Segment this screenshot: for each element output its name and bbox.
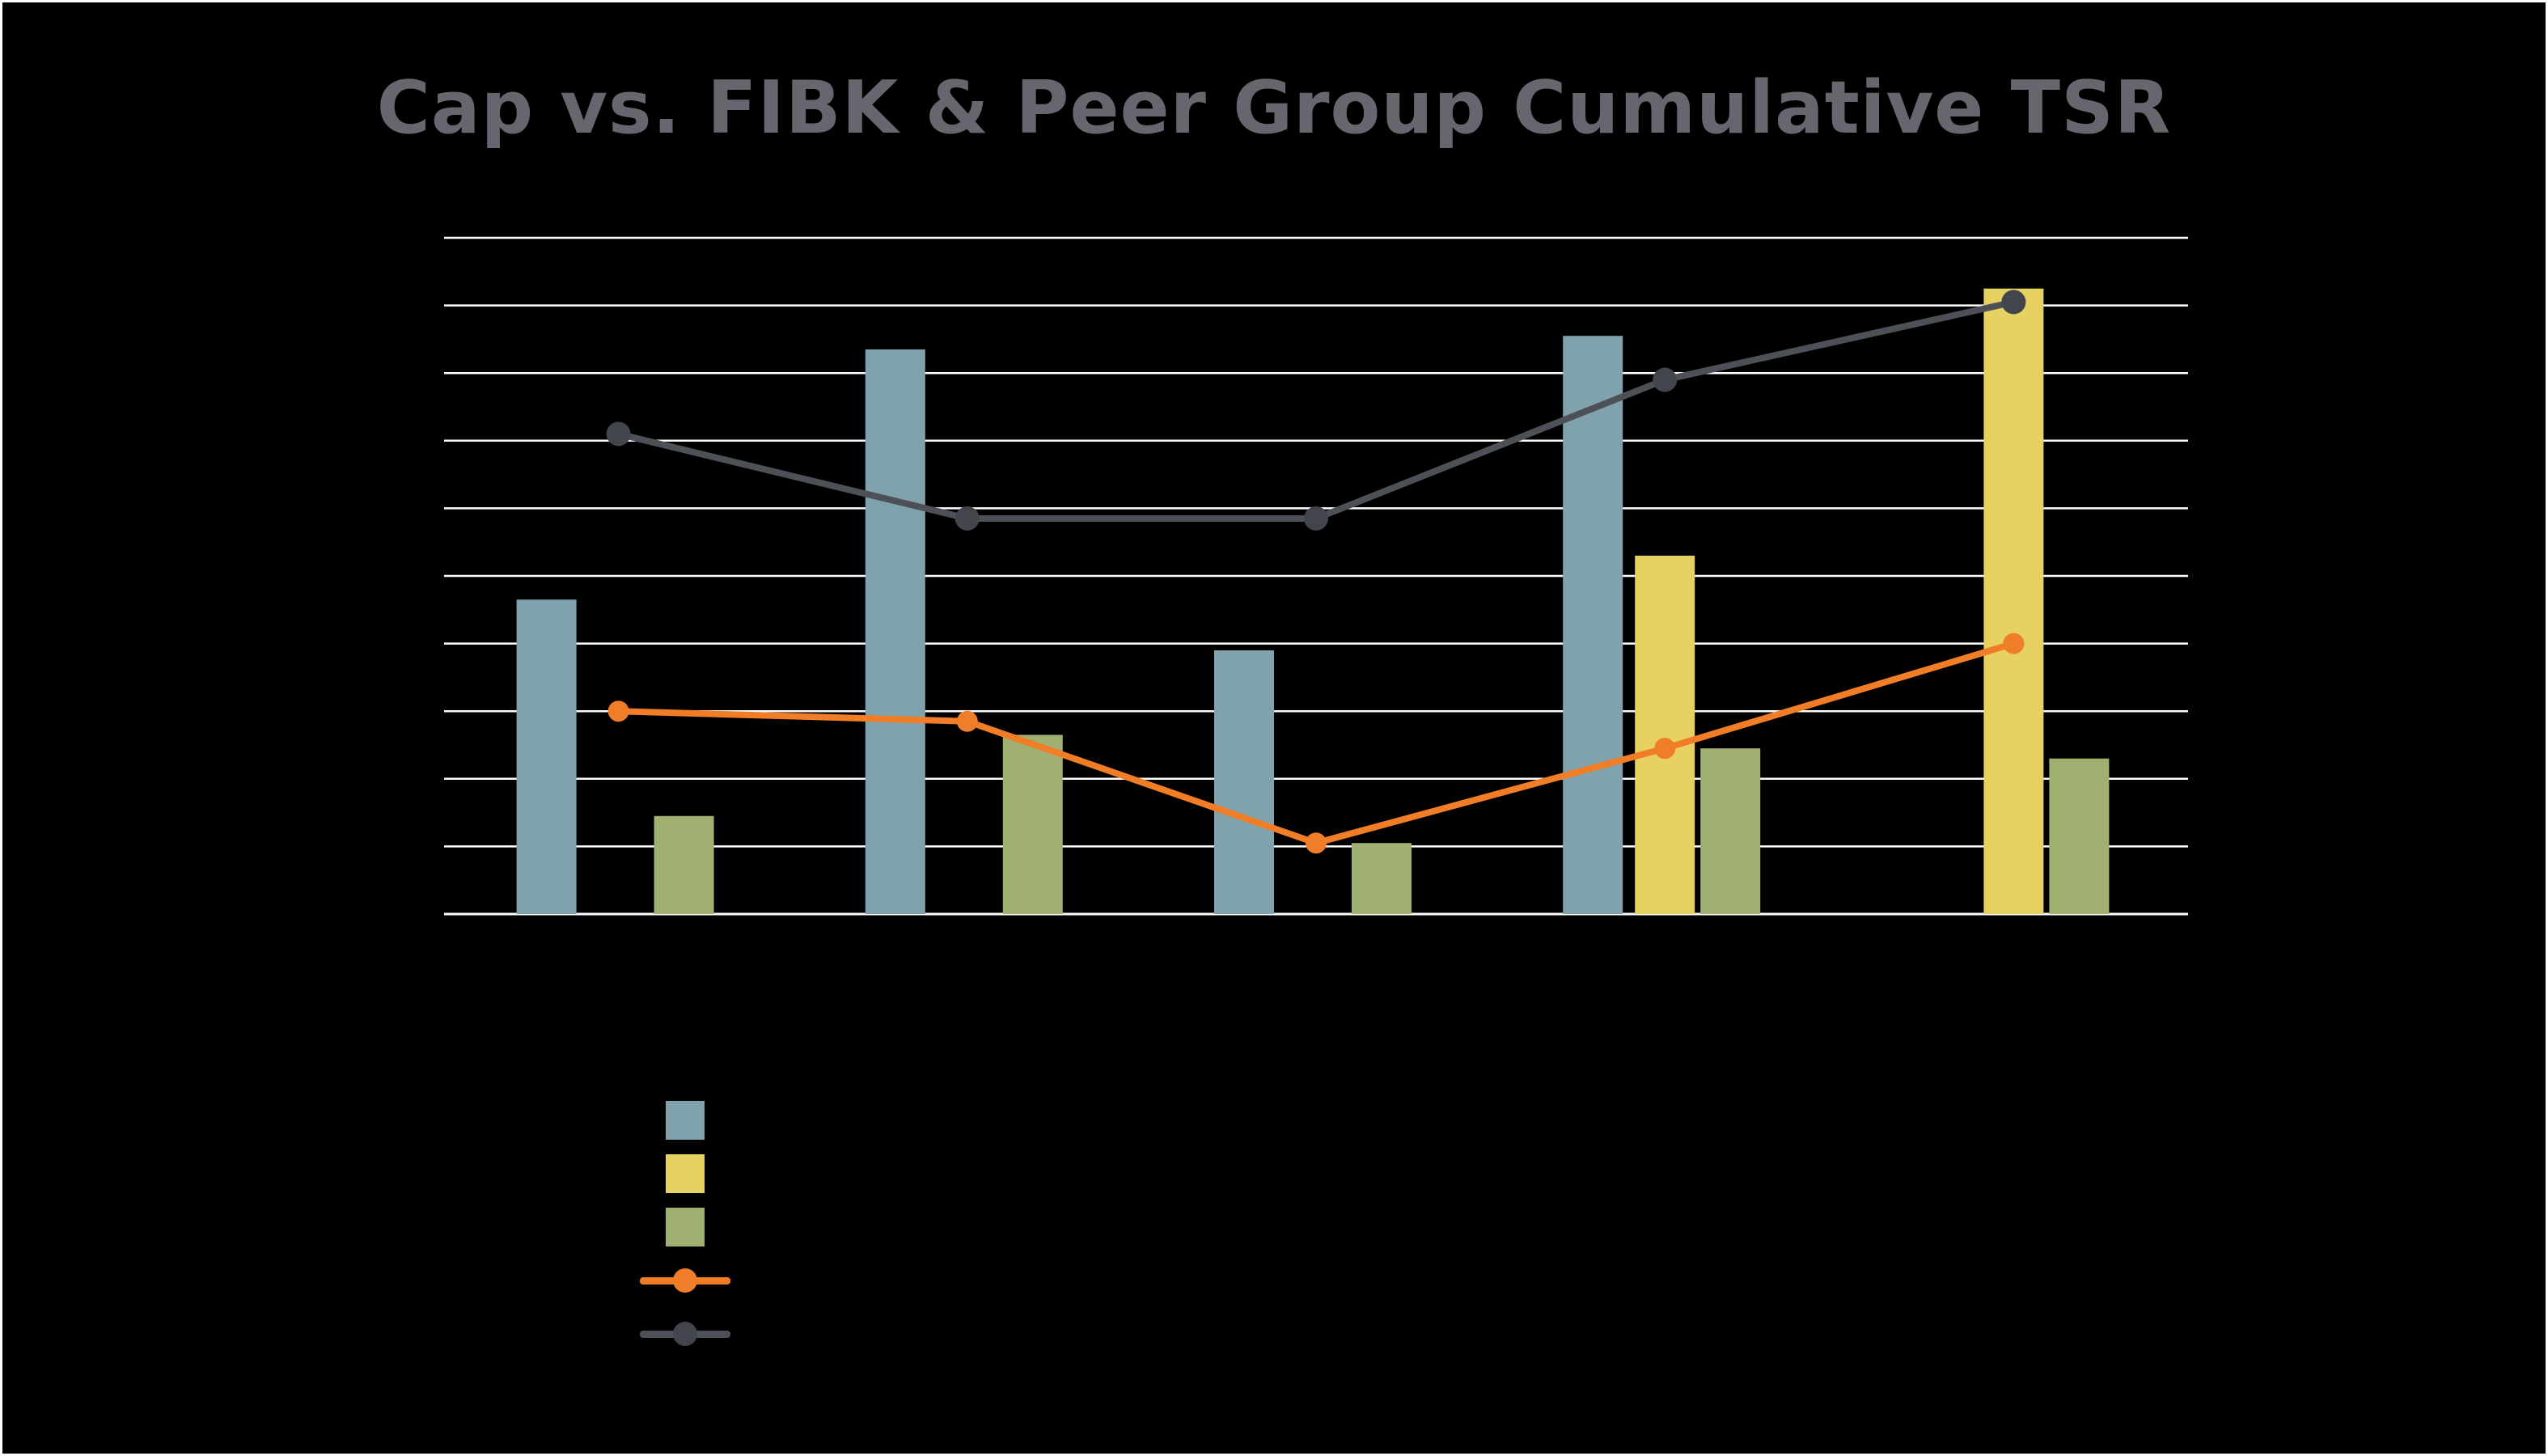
orange-line-series-marker	[1306, 832, 1327, 854]
legend-item	[640, 1094, 747, 1147]
green-bar-series-bar	[1002, 734, 1063, 914]
green-bar-series-bar	[1700, 748, 1761, 914]
legend-marker-icon	[673, 1322, 697, 1346]
yellow-bar-series-bar	[1635, 555, 1695, 914]
legend-item	[640, 1307, 747, 1361]
teal-bar-series-bar	[1214, 650, 1274, 914]
legend-swatch-line-marker	[640, 1254, 730, 1307]
teal-bar-series-bar	[1563, 336, 1623, 915]
teal-bar-series-bar	[865, 349, 925, 914]
gray-line-series-marker	[1304, 506, 1328, 531]
green-bar-series-bar	[2049, 758, 2110, 914]
teal-bar-series-bar	[516, 599, 577, 914]
green-bar-series-bar	[654, 815, 714, 914]
chart-title: Cap vs. FIBK & Peer Group Cumulative TSR	[376, 66, 2172, 150]
chart-plot-area	[444, 236, 2188, 916]
gray-line-series-marker	[954, 506, 980, 531]
orange-line-series-marker	[607, 700, 629, 722]
legend-swatch-square	[640, 1094, 730, 1147]
orange-line-series-marker	[956, 710, 978, 732]
legend-swatch-square	[640, 1200, 730, 1254]
gray-line-series-marker	[1653, 367, 1678, 392]
legend-swatch-square	[640, 1147, 730, 1200]
gray-line-series-marker	[2001, 290, 2026, 315]
orange-line-series-marker	[1654, 738, 1676, 760]
legend-marker-icon	[673, 1268, 697, 1293]
orange-line-series-marker	[2003, 633, 2025, 654]
gray-line-series-marker	[606, 421, 631, 447]
green-bar-series-bar	[1352, 843, 1412, 914]
legend-item	[640, 1147, 747, 1200]
chart-legend	[640, 1094, 747, 1361]
legend-square-icon	[666, 1101, 705, 1140]
legend-item	[640, 1200, 747, 1254]
legend-square-icon	[666, 1208, 705, 1246]
gray-line-series-line	[615, 298, 2017, 522]
legend-swatch-line-marker	[640, 1307, 730, 1361]
yellow-bar-series-bar	[1983, 288, 2044, 914]
orange-line-series-line	[615, 640, 2017, 847]
legend-square-icon	[666, 1154, 705, 1193]
legend-item	[640, 1254, 747, 1307]
